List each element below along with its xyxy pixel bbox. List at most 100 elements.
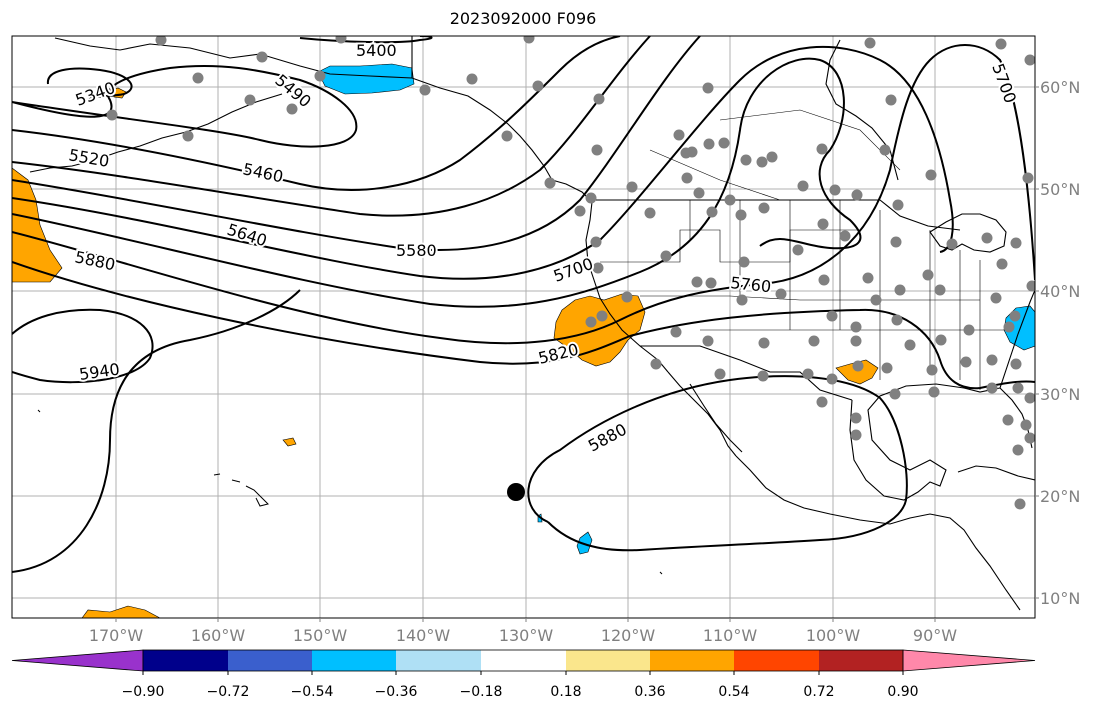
station-dot bbox=[501, 130, 513, 142]
station-dot bbox=[192, 72, 204, 84]
station-dot bbox=[1024, 54, 1035, 66]
contour-label: 5580 bbox=[396, 241, 437, 260]
station-dot bbox=[1002, 414, 1014, 426]
lon-tick-label: 150°W bbox=[293, 626, 348, 645]
station-dot bbox=[626, 181, 638, 193]
station-dot bbox=[885, 94, 897, 106]
positive-anomaly-area bbox=[81, 605, 161, 618]
station-dot bbox=[681, 172, 693, 184]
station-dot bbox=[419, 84, 431, 96]
latitude-labels: 60°N 50°N 40°N 30°N 20°N 10°N bbox=[1040, 78, 1080, 608]
lon-tick-label: 100°W bbox=[806, 626, 861, 645]
station-dot bbox=[852, 360, 864, 372]
lat-tick-label: 30°N bbox=[1040, 385, 1080, 404]
lon-tick-label: 130°W bbox=[499, 626, 554, 645]
station-dot bbox=[1022, 172, 1034, 184]
station-dot bbox=[757, 370, 769, 382]
negative-anomaly-area bbox=[317, 63, 415, 95]
station-dot bbox=[591, 144, 603, 156]
station-dot bbox=[286, 103, 298, 115]
station-dot bbox=[693, 187, 705, 199]
colorbar-tick-label: −0.18 bbox=[460, 684, 503, 700]
station-dot bbox=[593, 93, 605, 105]
negative-anomaly-area bbox=[576, 531, 593, 555]
contour-line bbox=[12, 261, 1035, 390]
station-dot bbox=[934, 284, 946, 296]
station-dot bbox=[1009, 310, 1021, 322]
station-dot bbox=[758, 202, 770, 214]
station-dot bbox=[621, 291, 633, 303]
colorbar-segment bbox=[819, 650, 903, 671]
station-dot bbox=[718, 137, 730, 149]
contour-line bbox=[12, 45, 954, 280]
colorbar-tick-label: 0.18 bbox=[550, 684, 581, 700]
lat-tick-label: 60°N bbox=[1040, 78, 1080, 97]
colorbar-segment bbox=[650, 650, 734, 671]
station-dot bbox=[826, 310, 838, 322]
colorbar-tick-label: 0.72 bbox=[803, 684, 834, 700]
station-dot bbox=[702, 82, 714, 94]
colorbar-segment bbox=[566, 650, 650, 671]
station-dot bbox=[724, 194, 736, 206]
mexico-coast bbox=[735, 455, 1021, 611]
east-coast bbox=[999, 289, 1035, 389]
station-dot bbox=[714, 368, 726, 380]
station-dot bbox=[850, 321, 862, 333]
station-dot bbox=[879, 144, 891, 156]
colorbar-extend-min bbox=[11, 649, 144, 672]
lon-tick-label: 120°W bbox=[601, 626, 656, 645]
station-dot bbox=[829, 184, 841, 196]
station-dot bbox=[314, 70, 326, 82]
station-dot bbox=[670, 326, 682, 338]
station-dot bbox=[574, 205, 586, 217]
contour-line bbox=[12, 57, 862, 308]
contour-line bbox=[12, 289, 301, 573]
station-dot bbox=[889, 388, 901, 400]
station-dot bbox=[946, 238, 958, 250]
station-dot bbox=[818, 274, 830, 286]
station-dot bbox=[335, 36, 347, 44]
station-dot bbox=[705, 277, 717, 289]
station-dot bbox=[585, 316, 597, 328]
map-title: 2023092000 F096 bbox=[449, 9, 597, 28]
station-dot bbox=[686, 146, 698, 158]
station-dot bbox=[816, 396, 828, 408]
station-dot bbox=[758, 337, 770, 349]
colorbar-segment bbox=[312, 650, 396, 671]
baja-california bbox=[667, 371, 743, 457]
station-dot bbox=[926, 364, 938, 376]
station-dot bbox=[826, 373, 838, 385]
station-dot bbox=[523, 36, 535, 44]
colorbar-tick-label: −0.54 bbox=[291, 684, 334, 700]
lon-tick-label: 90°W bbox=[913, 626, 957, 645]
station-dot bbox=[155, 36, 167, 46]
colorbar bbox=[11, 649, 1036, 675]
small-islands bbox=[37, 409, 663, 575]
station-dot bbox=[817, 218, 829, 230]
colorbar-segment bbox=[143, 650, 228, 671]
station-dot bbox=[590, 236, 602, 248]
station-dot bbox=[1003, 321, 1015, 333]
station-dot bbox=[802, 368, 814, 380]
cuba bbox=[957, 465, 1035, 481]
station-dot bbox=[862, 272, 874, 284]
station-dot bbox=[986, 382, 998, 394]
station-dot bbox=[703, 138, 715, 150]
station-dot bbox=[797, 180, 809, 192]
lat-tick-marks bbox=[1035, 86, 1039, 599]
station-dot bbox=[1012, 382, 1024, 394]
station-dot bbox=[892, 199, 904, 211]
colorbar-tick-label: −0.36 bbox=[375, 684, 418, 700]
station-dot bbox=[735, 209, 747, 221]
station-dot bbox=[106, 109, 118, 121]
station-dot bbox=[1010, 237, 1022, 249]
positive-anomaly-area bbox=[835, 359, 879, 385]
station-dot bbox=[792, 244, 804, 256]
lon-tick-label: 140°W bbox=[396, 626, 451, 645]
lon-tick-marks bbox=[115, 618, 936, 622]
colorbar-tick-label: −0.72 bbox=[207, 684, 250, 700]
lon-tick-label: 160°W bbox=[191, 626, 246, 645]
station-dot bbox=[996, 258, 1008, 270]
station-dot bbox=[650, 358, 662, 370]
station-dot bbox=[1010, 358, 1022, 370]
